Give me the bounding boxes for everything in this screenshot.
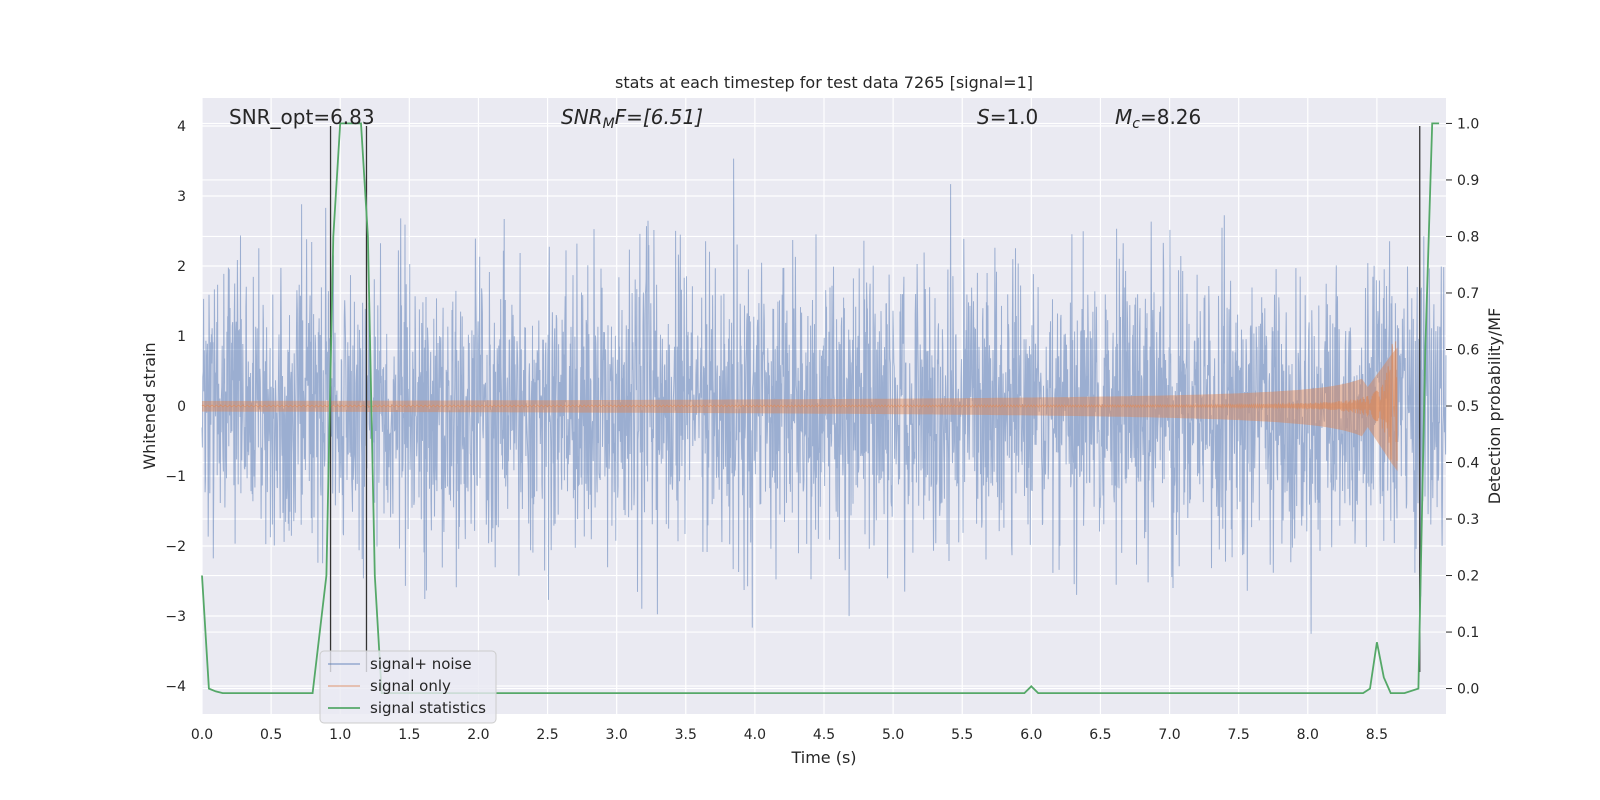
statistics-line: [201, 122, 1440, 694]
y-tick-label: 0: [177, 399, 186, 415]
chirp-envelope: [202, 347, 1398, 472]
y2-tick-label: 0.5: [1457, 399, 1479, 415]
y-tick-label: 2: [177, 259, 186, 275]
y2-tick-label: 0.9: [1457, 173, 1479, 189]
y-tick-label: −1: [165, 469, 186, 485]
noise-line: [201, 158, 1447, 634]
y2-tick-label: 0.7: [1457, 286, 1479, 302]
y2-tick-label: 0.0: [1457, 682, 1479, 698]
x-tick-label: 7.5: [1228, 727, 1250, 743]
y2-tick-label: 0.3: [1457, 512, 1479, 528]
y-tick-label: 1: [177, 329, 186, 345]
annotation-snr-mf-sub: M: [603, 116, 615, 132]
y-tick-label: −2: [165, 539, 186, 555]
y-tick-label: −4: [165, 679, 186, 695]
x-tick-label: 2.5: [536, 727, 558, 743]
y-tick-label: 4: [177, 119, 186, 135]
y2-axis-label: Detection probability/MF: [1485, 308, 1504, 505]
y2-tick-label: 1.0: [1457, 116, 1479, 132]
annotation-snr-mf-rest: F=[6.51]: [615, 105, 703, 129]
y2-tick-label: 0.4: [1457, 456, 1479, 472]
y2-tick-label: 0.6: [1457, 342, 1479, 358]
annotation-snr-mf: SNRMF=[6.51]: [561, 105, 703, 132]
x-tick-label: 6.5: [1089, 727, 1111, 743]
legend-box: [319, 650, 497, 724]
x-tick-label: 3.5: [675, 727, 697, 743]
x-tick-label: 0.0: [191, 727, 213, 743]
x-tick-label: 8.0: [1297, 727, 1319, 743]
x-tick-label: 4.5: [813, 727, 835, 743]
x-tick-label: 5.5: [951, 727, 973, 743]
annotation-mc-symbol: M: [1115, 105, 1132, 129]
series-signal-noise: [201, 158, 1447, 634]
y-tick-label: −3: [165, 609, 186, 625]
chart-title: stats at each timestep for test data 726…: [615, 73, 1033, 92]
y2-axis-ticks: 0.0 0.1 0.2 0.3 0.4 0.5 0.6 0.7 0.8 0.9 1.0: [1446, 116, 1479, 698]
y-axis-ticks: −4 −3 −2 −1 0 1 2 3 4: [165, 119, 186, 695]
annotation-snr-mf-base: SNR: [561, 105, 603, 129]
legend-label-signal-noise: signal+ noise: [370, 655, 472, 673]
series-signal-statistics: [201, 122, 1440, 694]
x-tick-label: 2.0: [467, 727, 489, 743]
legend-label-signal-only: signal only: [370, 677, 451, 695]
x-tick-label: 1.0: [329, 727, 351, 743]
annotation-mc-sub: c: [1132, 116, 1140, 132]
annotation-mc-value: =8.26: [1140, 105, 1201, 129]
x-axis-ticks: 0.0 0.5 1.0 1.5 2.0 2.5 3.0 3.5 4.0 4.5 5.0 5.5 6.0 6…: [191, 727, 1388, 743]
x-tick-label: 7.0: [1158, 727, 1180, 743]
annotation-s: S=1.0: [977, 105, 1038, 129]
annotation-mc: Mc=8.26: [1115, 105, 1201, 132]
y2-tick-label: 0.1: [1457, 625, 1479, 641]
series-signal-only: [201, 341, 1398, 472]
x-tick-label: 6.0: [1020, 727, 1042, 743]
x-axis-label: Time (s): [790, 748, 856, 767]
annotation-s-symbol: S: [977, 105, 990, 129]
x-tick-label: 5.0: [882, 727, 904, 743]
y-tick-label: 3: [177, 189, 186, 205]
x-tick-label: 8.5: [1366, 727, 1388, 743]
x-tick-label: 4.0: [744, 727, 766, 743]
x-tick-label: 3.0: [606, 727, 628, 743]
y2-tick-label: 0.8: [1457, 229, 1479, 245]
legend: signal+ noise signal only signal statist…: [319, 650, 497, 724]
y-axis-label: Whitened strain: [140, 342, 159, 469]
annotation-snr-opt: SNR_opt=6.83: [229, 105, 375, 129]
annotation-s-value: =1.0: [990, 105, 1039, 129]
chirp-line: [201, 341, 1398, 461]
y2-tick-label: 0.2: [1457, 569, 1479, 585]
x-tick-label: 0.5: [260, 727, 282, 743]
x-tick-label: 1.5: [398, 727, 420, 743]
legend-label-signal-statistics: signal statistics: [370, 699, 486, 717]
